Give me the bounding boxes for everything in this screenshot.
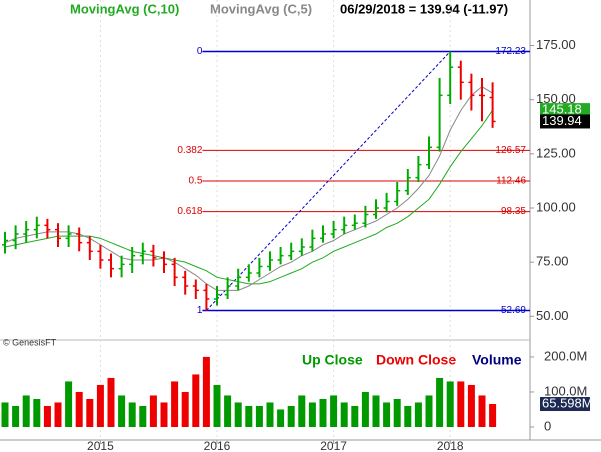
ma-tag: 145.18 xyxy=(542,102,582,117)
y-tick-label: 175.00 xyxy=(536,37,576,52)
fib-ratio: 0.5 xyxy=(188,176,202,187)
ma-tag-box xyxy=(540,103,590,118)
volume-bar xyxy=(234,402,242,427)
volume-bar xyxy=(478,395,486,427)
volume-bar xyxy=(65,381,73,427)
moving-average xyxy=(4,109,494,285)
volume-bar xyxy=(181,391,189,427)
volume-bar xyxy=(224,395,232,427)
volume-bar xyxy=(12,405,20,427)
volume-bar xyxy=(298,395,306,427)
volume-bar xyxy=(213,384,221,427)
ma10-label: MovingAvg (C,10) xyxy=(70,1,179,16)
volume-bar xyxy=(372,395,380,427)
volume-bar xyxy=(202,356,210,427)
volume-bar xyxy=(393,398,401,427)
volume-bar xyxy=(245,405,253,427)
volume-bar xyxy=(75,391,83,427)
volume-bar xyxy=(1,402,9,427)
x-tick-label: 2017 xyxy=(320,439,347,452)
volume-bar xyxy=(255,405,263,427)
volume-bar xyxy=(351,405,359,427)
volume-bar xyxy=(128,402,136,427)
volume-bar xyxy=(171,381,179,427)
fib-price: 112.46 xyxy=(496,176,526,187)
y-tick-label: 0 xyxy=(544,418,551,433)
volume-bar xyxy=(489,404,497,427)
x-tick-label: 2016 xyxy=(204,439,231,452)
y-tick-label: 150.00 xyxy=(536,91,576,106)
fib-ratio: 0.618 xyxy=(177,206,202,217)
volume-bar xyxy=(330,395,338,427)
volume-bar xyxy=(160,402,168,427)
y-tick-label: 75.00 xyxy=(536,254,569,269)
volume-bar xyxy=(404,405,412,427)
volume-tag-box xyxy=(540,397,590,412)
volume-bar xyxy=(43,405,51,427)
legend-volume: Volume xyxy=(472,352,522,368)
volume-bar xyxy=(308,402,316,427)
volume-bar xyxy=(436,377,444,427)
header-quote: 06/29/2018 = 139.94 (-11.97) xyxy=(340,1,508,16)
legend-up: Up Close xyxy=(302,352,363,368)
volume-bar xyxy=(340,402,348,427)
volume-bar xyxy=(192,374,200,427)
volume-bar xyxy=(96,384,104,427)
price-tag: 139.94 xyxy=(542,113,582,128)
moving-average xyxy=(4,86,493,291)
volume-bar xyxy=(118,395,126,427)
volume-bar xyxy=(107,377,115,427)
watermark: © GenesisFT xyxy=(3,337,57,347)
volume-bar xyxy=(319,398,327,427)
trend-line xyxy=(206,51,451,311)
volume-bar xyxy=(22,395,30,427)
y-tick-label: 100.0M xyxy=(544,383,587,398)
fib-price: 52.69 xyxy=(501,305,526,316)
y-tick-label: 125.00 xyxy=(536,145,576,160)
volume-bar xyxy=(425,395,433,427)
y-tick-label: 100.00 xyxy=(536,199,576,214)
volume-bar xyxy=(277,409,285,427)
volume-tag: 65.598M xyxy=(542,395,593,410)
fib-ratio: 0.382 xyxy=(177,145,202,156)
volume-bar xyxy=(383,402,391,427)
y-tick-label: 200.0M xyxy=(544,348,587,363)
fib-price: 126.57 xyxy=(495,145,526,156)
volume-bar xyxy=(86,398,94,427)
volume-bar xyxy=(139,405,147,427)
y-tick-label: 50.00 xyxy=(536,308,569,323)
fib-ratio: 1 xyxy=(197,305,203,316)
volume-bar xyxy=(287,405,295,427)
fib-price: 98.35 xyxy=(501,206,526,217)
fib-price: 172.23 xyxy=(495,46,526,57)
x-tick-label: 2015 xyxy=(87,439,114,452)
ma5-label: MovingAvg (C,5) xyxy=(210,1,312,16)
volume-bar xyxy=(54,402,62,427)
volume-bar xyxy=(414,402,422,427)
volume-bar xyxy=(457,381,465,427)
volume-bar xyxy=(446,381,454,427)
price-tag-box xyxy=(540,114,590,129)
volume-bar xyxy=(149,395,157,427)
volume-bar xyxy=(467,384,475,427)
x-tick-label: 2018 xyxy=(437,439,464,452)
legend-down: Down Close xyxy=(376,352,456,368)
volume-bar xyxy=(361,391,369,427)
fib-ratio: 0 xyxy=(197,46,203,57)
volume-bar xyxy=(266,402,274,427)
volume-bar xyxy=(33,398,41,427)
